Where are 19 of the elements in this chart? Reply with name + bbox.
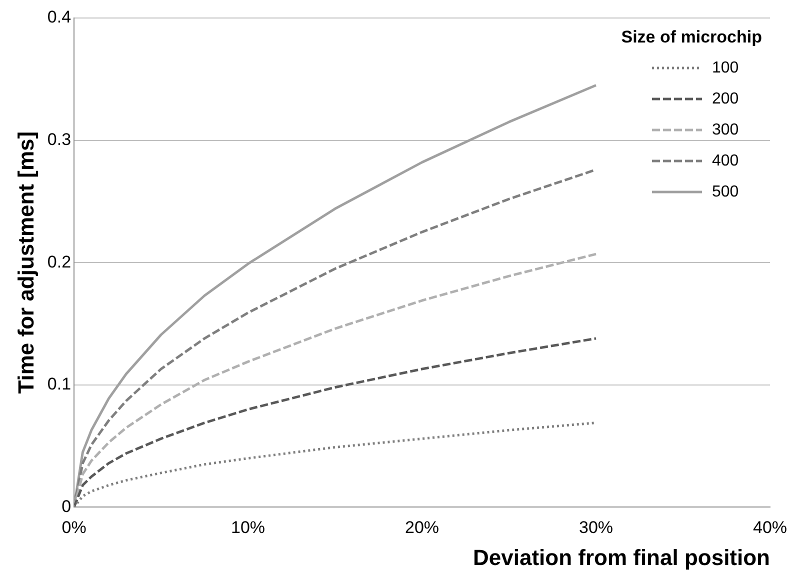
y-tick-label: 0.4 <box>47 8 72 27</box>
legend-label: 400 <box>712 152 739 170</box>
x-tick-label: 20% <box>405 518 440 538</box>
x-tick-label: 0% <box>62 518 86 538</box>
legend-label: 300 <box>712 121 739 138</box>
y-tick-label: 0.3 <box>47 130 72 149</box>
legend-label: 200 <box>712 90 739 108</box>
x-tick-label: 40% <box>752 518 788 538</box>
line-series <box>74 337 598 508</box>
y-tick-label: 0.1 <box>47 374 72 394</box>
x-tick-label: 10% <box>231 518 266 538</box>
legend-label: 500 <box>712 183 739 200</box>
legend-label: 100 <box>712 59 739 76</box>
y-tick-label: 0 <box>62 496 72 516</box>
x-axis-title: Deviation from final position <box>472 544 770 570</box>
y-axis-title: Time for adjustment [ms] <box>13 131 38 394</box>
x-tick-label: 30% <box>578 518 614 538</box>
legend-title: Size of microchip <box>621 28 762 47</box>
y-tick-label: 0.2 <box>47 252 72 272</box>
